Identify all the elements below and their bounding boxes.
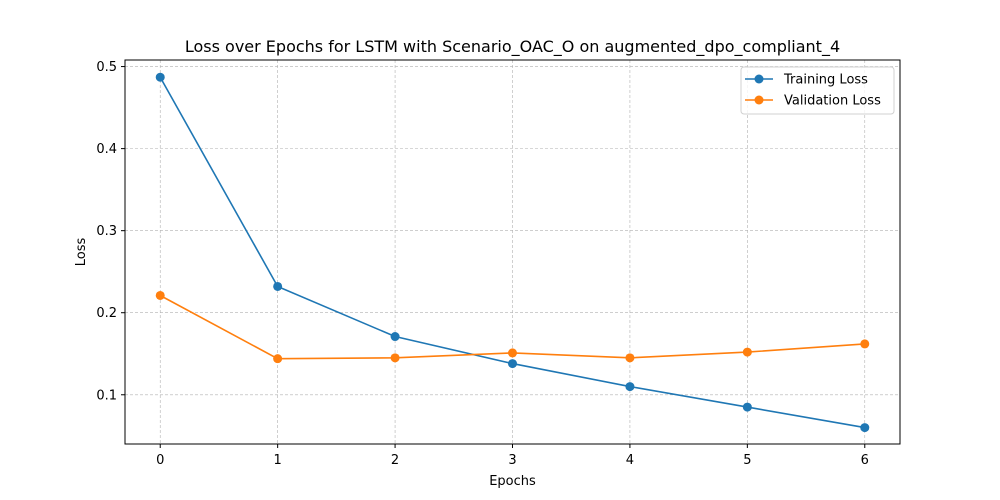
x-tick-label: 6 <box>861 453 869 468</box>
legend-label: Training Loss <box>783 73 868 88</box>
series-0-point <box>273 281 283 291</box>
legend-box <box>740 66 895 115</box>
x-tick-label: 0 <box>156 453 164 468</box>
series-1-point <box>390 353 400 363</box>
series-1-point <box>273 354 283 364</box>
series-1-point <box>508 348 517 358</box>
series-0-point <box>508 359 517 369</box>
series-0-point <box>742 402 752 412</box>
x-tick-label: 1 <box>274 453 282 468</box>
x-tick-label: 5 <box>743 453 751 468</box>
ticks: 0 1 2 3 4 5 6 0.1 0.2 0.3 0.4 0.5 <box>96 60 869 468</box>
x-tick-label: 3 <box>508 453 516 468</box>
series-1-point <box>742 347 752 357</box>
legend-swatch-marker <box>754 74 764 84</box>
legend: Training Loss Validation Loss <box>740 66 895 115</box>
series-1-point <box>155 290 165 300</box>
legend-swatch-marker <box>754 95 764 105</box>
x-axis-label: Epochs <box>489 474 536 489</box>
series-0-point <box>390 332 400 342</box>
y-tick-label: 0.3 <box>96 224 117 239</box>
grid <box>125 60 900 444</box>
y-tick-label: 0.4 <box>96 142 117 157</box>
series-0-point <box>155 72 165 82</box>
y-tick-label: 0.5 <box>96 60 117 75</box>
y-axis-label: Loss <box>74 238 89 267</box>
legend-label: Validation Loss <box>784 94 881 109</box>
series-1-point <box>860 339 870 349</box>
y-tick-label: 0.2 <box>96 306 117 321</box>
series-layer <box>155 72 870 433</box>
series-0-point <box>625 382 635 392</box>
series-1-point <box>625 353 635 363</box>
y-tick-label: 0.1 <box>96 388 117 403</box>
chart-title: Loss over Epochs for LSTM with Scenario_… <box>185 37 840 57</box>
x-tick-label: 2 <box>391 453 399 468</box>
series-0-point <box>860 423 870 433</box>
x-tick-label: 4 <box>626 453 634 468</box>
